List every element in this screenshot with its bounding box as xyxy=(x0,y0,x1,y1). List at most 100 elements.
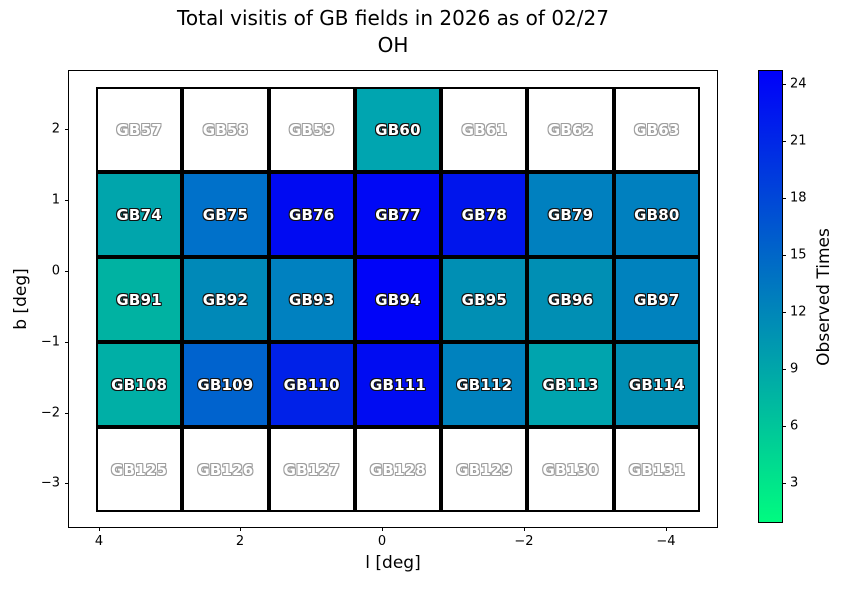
field-cell-gb109: GB109 xyxy=(182,342,269,427)
field-cell-label: GB94 xyxy=(375,290,421,309)
colorbar-label: Observed Times xyxy=(814,228,834,366)
field-cell-gb92: GB92 xyxy=(182,257,269,342)
y-tick-label: 2 xyxy=(51,121,60,137)
x-tick-label: 0 xyxy=(377,534,387,549)
y-tick-label: 1 xyxy=(51,192,60,208)
x-tick-mark xyxy=(240,527,241,531)
field-cell-label: GB96 xyxy=(547,290,594,309)
field-cell-gb96: GB96 xyxy=(527,257,614,342)
field-cell-label: GB80 xyxy=(634,205,680,224)
field-cell-label: GB93 xyxy=(288,290,335,309)
colorbar-tick-mark xyxy=(782,369,786,370)
field-cell-label: GB59 xyxy=(288,120,335,139)
colorbar-tick-label: 21 xyxy=(790,133,807,149)
field-cell-gb76: GB76 xyxy=(268,172,355,257)
y-tick-mark xyxy=(65,271,69,272)
field-cell-gb62: GB62 xyxy=(527,87,614,172)
field-cell-label: GB75 xyxy=(202,205,249,224)
colorbar-tick-mark xyxy=(782,426,786,427)
field-cell-gb108: GB108 xyxy=(96,342,183,427)
field-cell-gb112: GB112 xyxy=(441,342,528,427)
field-cell-label: GB62 xyxy=(547,120,594,139)
x-tick-mark xyxy=(99,527,100,531)
colorbar-tick-label: 12 xyxy=(790,304,807,320)
field-cell-gb127: GB127 xyxy=(268,427,355,512)
field-cell-gb113: GB113 xyxy=(527,342,614,427)
field-cell-gb128: GB128 xyxy=(354,427,442,512)
field-cell-label: GB112 xyxy=(456,375,513,394)
colorbar-tick-mark xyxy=(782,198,786,199)
colorbar-tick-mark xyxy=(782,255,786,256)
field-cell-gb131: GB131 xyxy=(613,427,700,512)
field-grid: GB57 GB58 GB59 GB60 GB61 GB62 GB63 GB74 GB75 GB76… xyxy=(96,87,700,512)
colorbar: 24 21 18 15 12 9 6 3 xyxy=(758,70,807,523)
y-tick-label: 0 xyxy=(51,263,60,279)
y-axis-label: b [deg] xyxy=(11,268,31,330)
field-cell-gb57: GB57 xyxy=(96,87,183,172)
field-cell-gb63: GB63 xyxy=(613,87,700,172)
y-tick-mark xyxy=(65,129,69,130)
field-cell-gb79: GB79 xyxy=(527,172,614,257)
field-cell-label: GB77 xyxy=(375,205,421,224)
field-cell-label: GB97 xyxy=(634,290,680,309)
field-cell-label: GB76 xyxy=(288,205,335,224)
field-cell-label: GB126 xyxy=(197,460,254,479)
field-cell-gb75: GB75 xyxy=(182,172,269,257)
y-tick-mark xyxy=(65,342,69,343)
field-cell-label: GB113 xyxy=(542,375,599,394)
field-cell-label: GB131 xyxy=(628,460,685,479)
x-tick-label: −4 xyxy=(656,534,676,549)
field-cell-gb78: GB78 xyxy=(441,172,528,257)
colorbar-tick-label: 6 xyxy=(790,418,799,434)
x-tick-label: 4 xyxy=(94,534,104,549)
field-cell-label: GB63 xyxy=(634,120,680,139)
field-cell-label: GB127 xyxy=(283,460,340,479)
field-cell-label: GB129 xyxy=(456,460,513,479)
x-tick-label: 2 xyxy=(235,534,245,549)
field-cell-gb129: GB129 xyxy=(441,427,528,512)
y-tick-mark xyxy=(65,483,69,484)
y-tick-label: −2 xyxy=(40,405,60,421)
field-cell-gb61: GB61 xyxy=(441,87,528,172)
field-cell-label: GB111 xyxy=(369,375,427,394)
field-cell-gb94: GB94 xyxy=(354,257,442,342)
colorbar-tick-label: 15 xyxy=(790,247,807,263)
field-cell-label: GB125 xyxy=(111,460,168,479)
field-cell-label: GB61 xyxy=(461,120,507,139)
field-cell-label: GB78 xyxy=(461,205,507,224)
field-cell-gb126: GB126 xyxy=(182,427,269,512)
y-tick-label: −3 xyxy=(40,475,60,491)
colorbar-tick-mark xyxy=(782,84,786,85)
field-cell-gb114: GB114 xyxy=(613,342,700,427)
field-cell-label: GB130 xyxy=(542,460,599,479)
field-cell-gb74: GB74 xyxy=(96,172,183,257)
field-cell-label: GB79 xyxy=(547,205,594,224)
field-cell-label: GB91 xyxy=(116,290,162,309)
field-cell-label: GB109 xyxy=(197,375,254,394)
field-cell-gb110: GB110 xyxy=(268,342,355,427)
x-tick-mark xyxy=(666,527,667,531)
colorbar-tick-label: 24 xyxy=(790,76,807,92)
field-cell-gb130: GB130 xyxy=(527,427,614,512)
field-cell-gb91: GB91 xyxy=(96,257,183,342)
field-cell-label: GB110 xyxy=(283,375,340,394)
x-axis-label: l [deg] xyxy=(365,553,421,573)
field-cell-gb93: GB93 xyxy=(268,257,355,342)
x-tick-mark xyxy=(382,527,383,531)
field-cell-label: GB60 xyxy=(375,120,421,139)
y-tick-label: −1 xyxy=(40,334,60,350)
chart-title: Total visitis of GB fields in 2026 as of… xyxy=(68,5,718,59)
field-cell-label: GB128 xyxy=(369,460,427,479)
y-tick-mark xyxy=(65,200,69,201)
field-cell-label: GB74 xyxy=(116,205,162,224)
field-cell-label: GB108 xyxy=(111,375,168,394)
field-cell-label: GB57 xyxy=(116,120,162,139)
field-cell-label: GB114 xyxy=(628,375,685,394)
plot-area: GB57 GB58 GB59 GB60 GB61 GB62 GB63 GB74 GB75 GB76… xyxy=(41,70,718,573)
colorbar-tick-mark xyxy=(782,483,786,484)
colorbar-tick-mark xyxy=(782,312,786,313)
field-cell-gb95: GB95 xyxy=(441,257,528,342)
field-cell-label: GB58 xyxy=(202,120,249,139)
field-cell-gb60: GB60 xyxy=(354,87,442,172)
